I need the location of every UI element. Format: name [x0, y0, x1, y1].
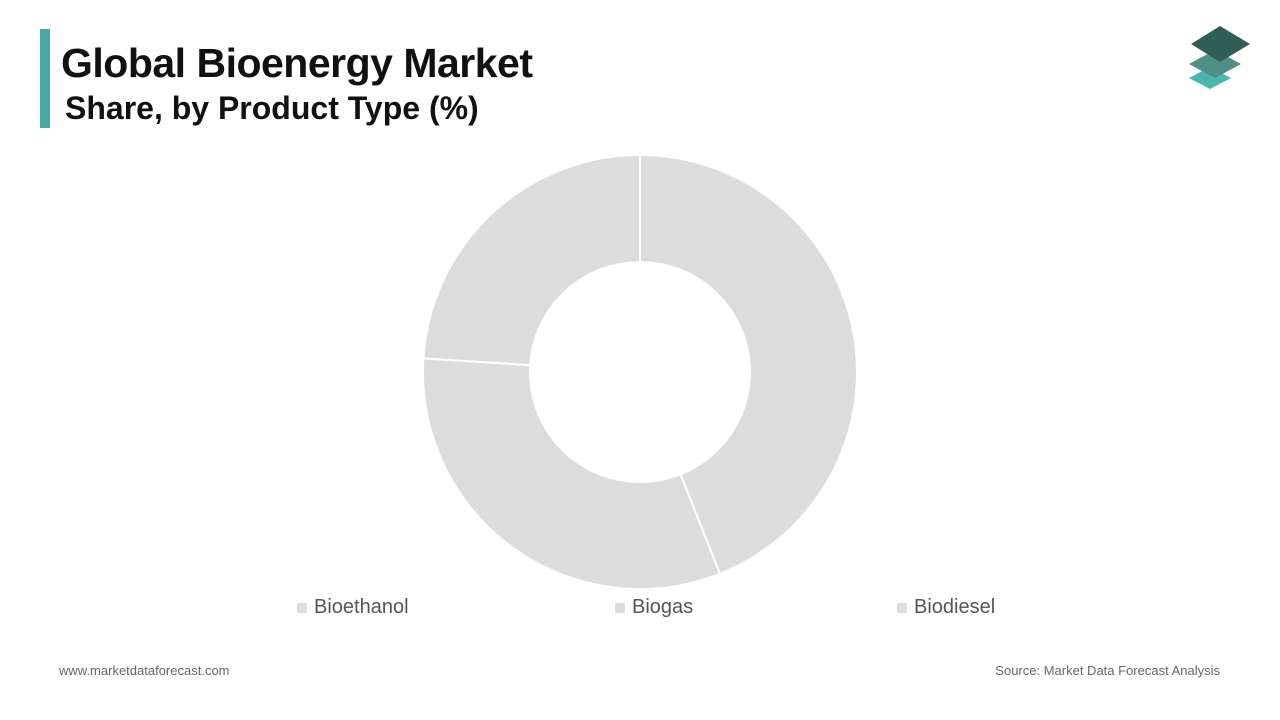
- legend-swatch: [615, 602, 625, 613]
- legend-item-biodiesel: Biodiesel: [897, 596, 995, 619]
- legend-item-bioethanol: Bioethanol: [297, 596, 409, 619]
- donut-slice-bioethanol: [639, 153, 858, 576]
- legend-label: Biodiesel: [914, 596, 996, 618]
- donut-slice-biogas: [422, 357, 722, 590]
- chart-title: Global Bioenergy Market: [61, 40, 533, 86]
- legend-item-biogas: Biogas: [615, 596, 693, 619]
- legend-swatch: [897, 602, 907, 613]
- chart-legend: Bioethanol Biogas Biodiesel: [0, 596, 1280, 620]
- chart-subtitle: Share, by Product Type (%): [65, 90, 479, 126]
- legend-label: Bioethanol: [314, 596, 409, 618]
- legend-swatch: [297, 602, 307, 613]
- title-accent-bar: [40, 29, 50, 128]
- legend-label: Biogas: [632, 596, 694, 618]
- website-url: www.marketdataforecast.com: [59, 663, 230, 678]
- stacked-layers-icon: [1189, 26, 1250, 89]
- donut-slice-biodiesel: [422, 153, 641, 367]
- donut-chart: [422, 153, 858, 590]
- source-note: Source: Market Data Forecast Analysis: [995, 663, 1220, 678]
